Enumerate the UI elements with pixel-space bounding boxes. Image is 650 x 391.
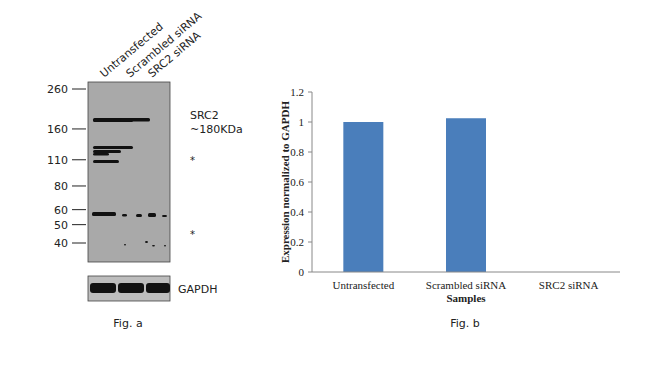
x-axis-label: Samples	[446, 292, 486, 304]
y-tick-label: 1.2	[290, 86, 304, 98]
gapdh-band	[118, 283, 144, 293]
marker-tick	[72, 224, 86, 225]
blot-band	[152, 245, 155, 247]
y-tick	[308, 272, 312, 273]
y-tick-label: 1	[299, 116, 305, 128]
y-axis-label: Expression normalized to GAPDH	[279, 101, 291, 263]
target-label: SRC2	[190, 109, 219, 122]
blot-band	[120, 118, 150, 122]
bar	[446, 118, 486, 272]
y-tick	[308, 212, 312, 213]
gapdh-band	[90, 283, 116, 293]
y-tick	[308, 242, 312, 243]
loading-control-label: GAPDH	[178, 283, 217, 296]
caption: Fig. b	[450, 317, 480, 330]
blot-band	[124, 244, 126, 246]
marker-tick	[72, 209, 86, 210]
marker-label: 60	[54, 204, 68, 217]
marker-label: 110	[47, 154, 68, 167]
blot-band	[93, 150, 121, 153]
y-tick-label: 0.4	[290, 206, 304, 218]
blot-band	[148, 213, 156, 217]
blot-band	[93, 160, 119, 163]
y-tick-label: 0	[299, 266, 305, 278]
figure: 260 160 110 80 60 50 40 Untransfected Scrambled …	[0, 0, 650, 391]
y-tick	[308, 152, 312, 153]
blot-band	[122, 214, 127, 217]
asterisk: *	[190, 229, 195, 240]
blot-band	[93, 146, 133, 149]
lane-label: Scrambled siRNA	[124, 9, 205, 80]
marker-tick	[72, 185, 86, 186]
gapdh-band	[146, 283, 170, 293]
target-size: ~180KDa	[190, 123, 243, 136]
bar	[343, 122, 383, 272]
y-tick-label: 0.6	[290, 176, 304, 188]
blot-band	[136, 214, 142, 217]
blot-band	[93, 153, 109, 156]
marker-tick	[72, 159, 86, 160]
y-tick-label: 0.8	[290, 146, 304, 158]
blot-band	[92, 212, 116, 216]
asterisk: *	[190, 155, 195, 166]
marker-label: 80	[54, 180, 68, 193]
blot-band	[162, 215, 167, 217]
blot-band	[164, 245, 166, 247]
bars	[343, 118, 486, 272]
gapdh-panel	[88, 276, 170, 301]
marker-label: 50	[54, 219, 68, 232]
y-tick	[308, 182, 312, 183]
blot-band	[145, 241, 148, 243]
marker-label: 40	[54, 237, 68, 250]
x-tick-label: SRC2 siRNA	[539, 279, 599, 291]
marker-label: 160	[47, 123, 68, 136]
marker-tick	[72, 128, 86, 129]
marker-label: 260	[47, 83, 68, 96]
y-tick	[308, 122, 312, 123]
marker-tick	[72, 243, 86, 244]
blot-band	[120, 146, 128, 148]
y-tick	[308, 92, 312, 93]
x-tick-label: Scrambled siRNA	[426, 279, 506, 291]
y-tick-label: 0.2	[290, 236, 304, 248]
x-axis	[312, 272, 620, 273]
blot-panel	[88, 82, 170, 262]
x-tick-label: Untransfected	[332, 279, 394, 291]
caption: Fig. a	[113, 317, 142, 330]
marker-tick	[72, 89, 86, 90]
lane-label: SRC2 siRNA	[146, 29, 204, 81]
